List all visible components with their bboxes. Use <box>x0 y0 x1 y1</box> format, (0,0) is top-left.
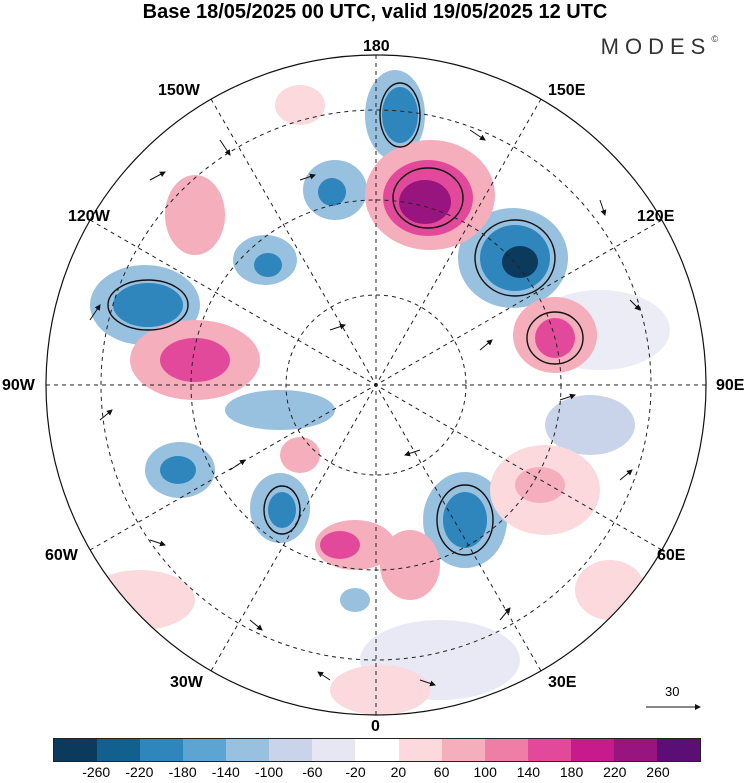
label-180: 180 <box>363 38 390 55</box>
height-contours <box>107 82 584 556</box>
colorbar-swatch <box>54 739 98 761</box>
colorbar-tick-label: 100 <box>473 764 497 780</box>
colorbar-tick-label: -100 <box>255 764 284 780</box>
colorbar-tick-label: -220 <box>125 764 154 780</box>
colorbar-tick-label: 260 <box>646 764 670 780</box>
colorbar-tick-label: 140 <box>516 764 541 780</box>
colorbar-swatch <box>441 739 485 761</box>
label-90w: 90W <box>2 377 35 394</box>
colorbar-swatch <box>97 739 141 761</box>
label-90e: 90E <box>716 377 745 394</box>
colorbar-swatch <box>656 739 700 761</box>
brand-logo: MODES© <box>600 34 718 59</box>
colorbar-tick-label: -60 <box>302 764 323 780</box>
label-30w: 30W <box>170 674 203 691</box>
label-120e: 120E <box>637 208 675 225</box>
colorbar-tick-label: 60 <box>433 764 450 780</box>
colorbar-tick-label: -140 <box>211 764 240 780</box>
colorbar-swatch <box>570 739 614 761</box>
colorbar-swatch <box>183 739 227 761</box>
colorbar-swatch <box>613 739 657 761</box>
label-60w: 60W <box>45 547 78 564</box>
colorbar-swatch <box>484 739 528 761</box>
colorbar-tick-label: 180 <box>559 764 584 780</box>
colorbar-tick-label: -260 <box>82 764 111 780</box>
colorbar-swatch <box>140 739 184 761</box>
colorbar-swatch <box>226 739 270 761</box>
colorbar-swatch <box>398 739 442 761</box>
wind-vectors <box>89 129 641 687</box>
label-30e: 30E <box>548 674 577 691</box>
colorbar <box>53 738 701 762</box>
label-120w: 120W <box>68 208 110 225</box>
colorbar-tick-label: 220 <box>603 764 627 780</box>
map-boundary <box>45 54 707 716</box>
colorbar-swatch <box>355 739 399 761</box>
graticule <box>46 55 706 715</box>
colorbar-tick-label: 20 <box>390 764 407 780</box>
colorbar-swatch <box>312 739 356 761</box>
label-150e: 150E <box>548 82 586 99</box>
anomaly-field <box>85 70 670 715</box>
colorbar-tick-label: -180 <box>168 764 197 780</box>
colorbar-swatch <box>527 739 571 761</box>
reference-vector-label: 30 <box>665 684 680 699</box>
colorbar-tick-label: -20 <box>345 764 366 780</box>
colorbar-swatch <box>269 739 313 761</box>
label-0: 0 <box>371 718 380 735</box>
label-60e: 60E <box>657 547 686 564</box>
map-title: Base 18/05/2025 00 UTC, valid 19/05/2025… <box>142 1 608 23</box>
label-150w: 150W <box>158 82 200 99</box>
